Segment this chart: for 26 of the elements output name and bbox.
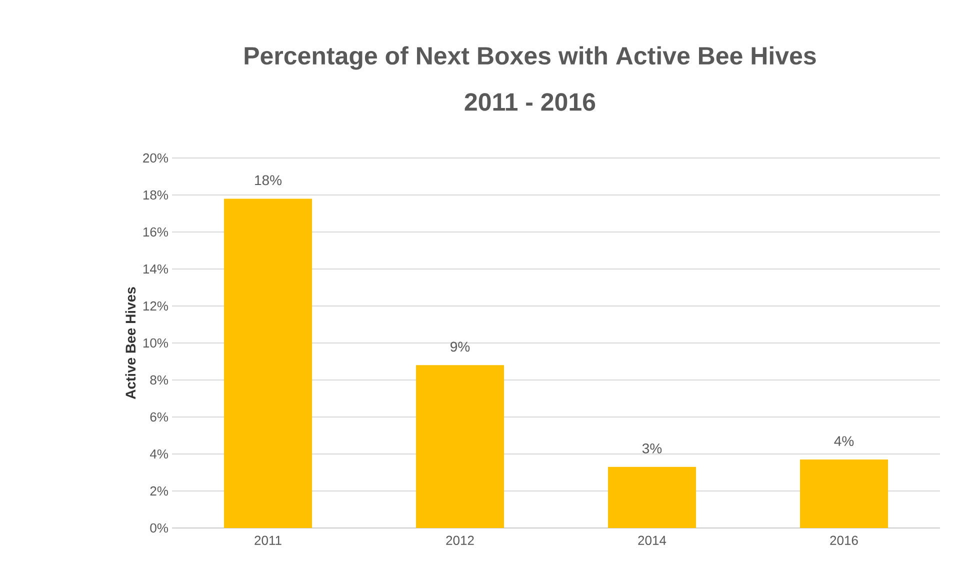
y-tick-label: 10% [143, 338, 168, 348]
y-tick-label: 6% [150, 412, 168, 422]
y-tick-label: 16% [143, 227, 168, 237]
data-label: 3% [642, 443, 662, 454]
chart-title: Percentage of Next Boxes with Active Bee Hives [244, 46, 816, 70]
bar [608, 466, 696, 528]
x-tick-label: 2012 [446, 536, 474, 545]
y-tick-label: 0% [150, 523, 168, 533]
y-tick-label: 2% [150, 486, 168, 496]
y-tick-label: 20% [143, 153, 168, 163]
y-tick-label: 8% [150, 375, 168, 385]
y-tick-label: 14% [143, 264, 168, 274]
data-label: 18% [255, 175, 282, 186]
bar [800, 460, 888, 528]
y-tick-label: 18% [143, 190, 168, 200]
data-label: 9% [450, 342, 470, 352]
x-tick-label: 2011 [254, 536, 282, 545]
y-tick-label: 12% [143, 301, 168, 311]
bar [416, 365, 504, 528]
data-label: 4% [834, 436, 854, 446]
x-tick-label: 2016 [830, 536, 858, 545]
chart-subtitle: 2011 - 2016 [464, 93, 596, 111]
x-tick-label: 2014 [638, 536, 666, 545]
y-tick-label: 4% [150, 449, 168, 459]
y-axis-title: Active Bee Hives [125, 287, 136, 400]
bar [224, 198, 312, 528]
